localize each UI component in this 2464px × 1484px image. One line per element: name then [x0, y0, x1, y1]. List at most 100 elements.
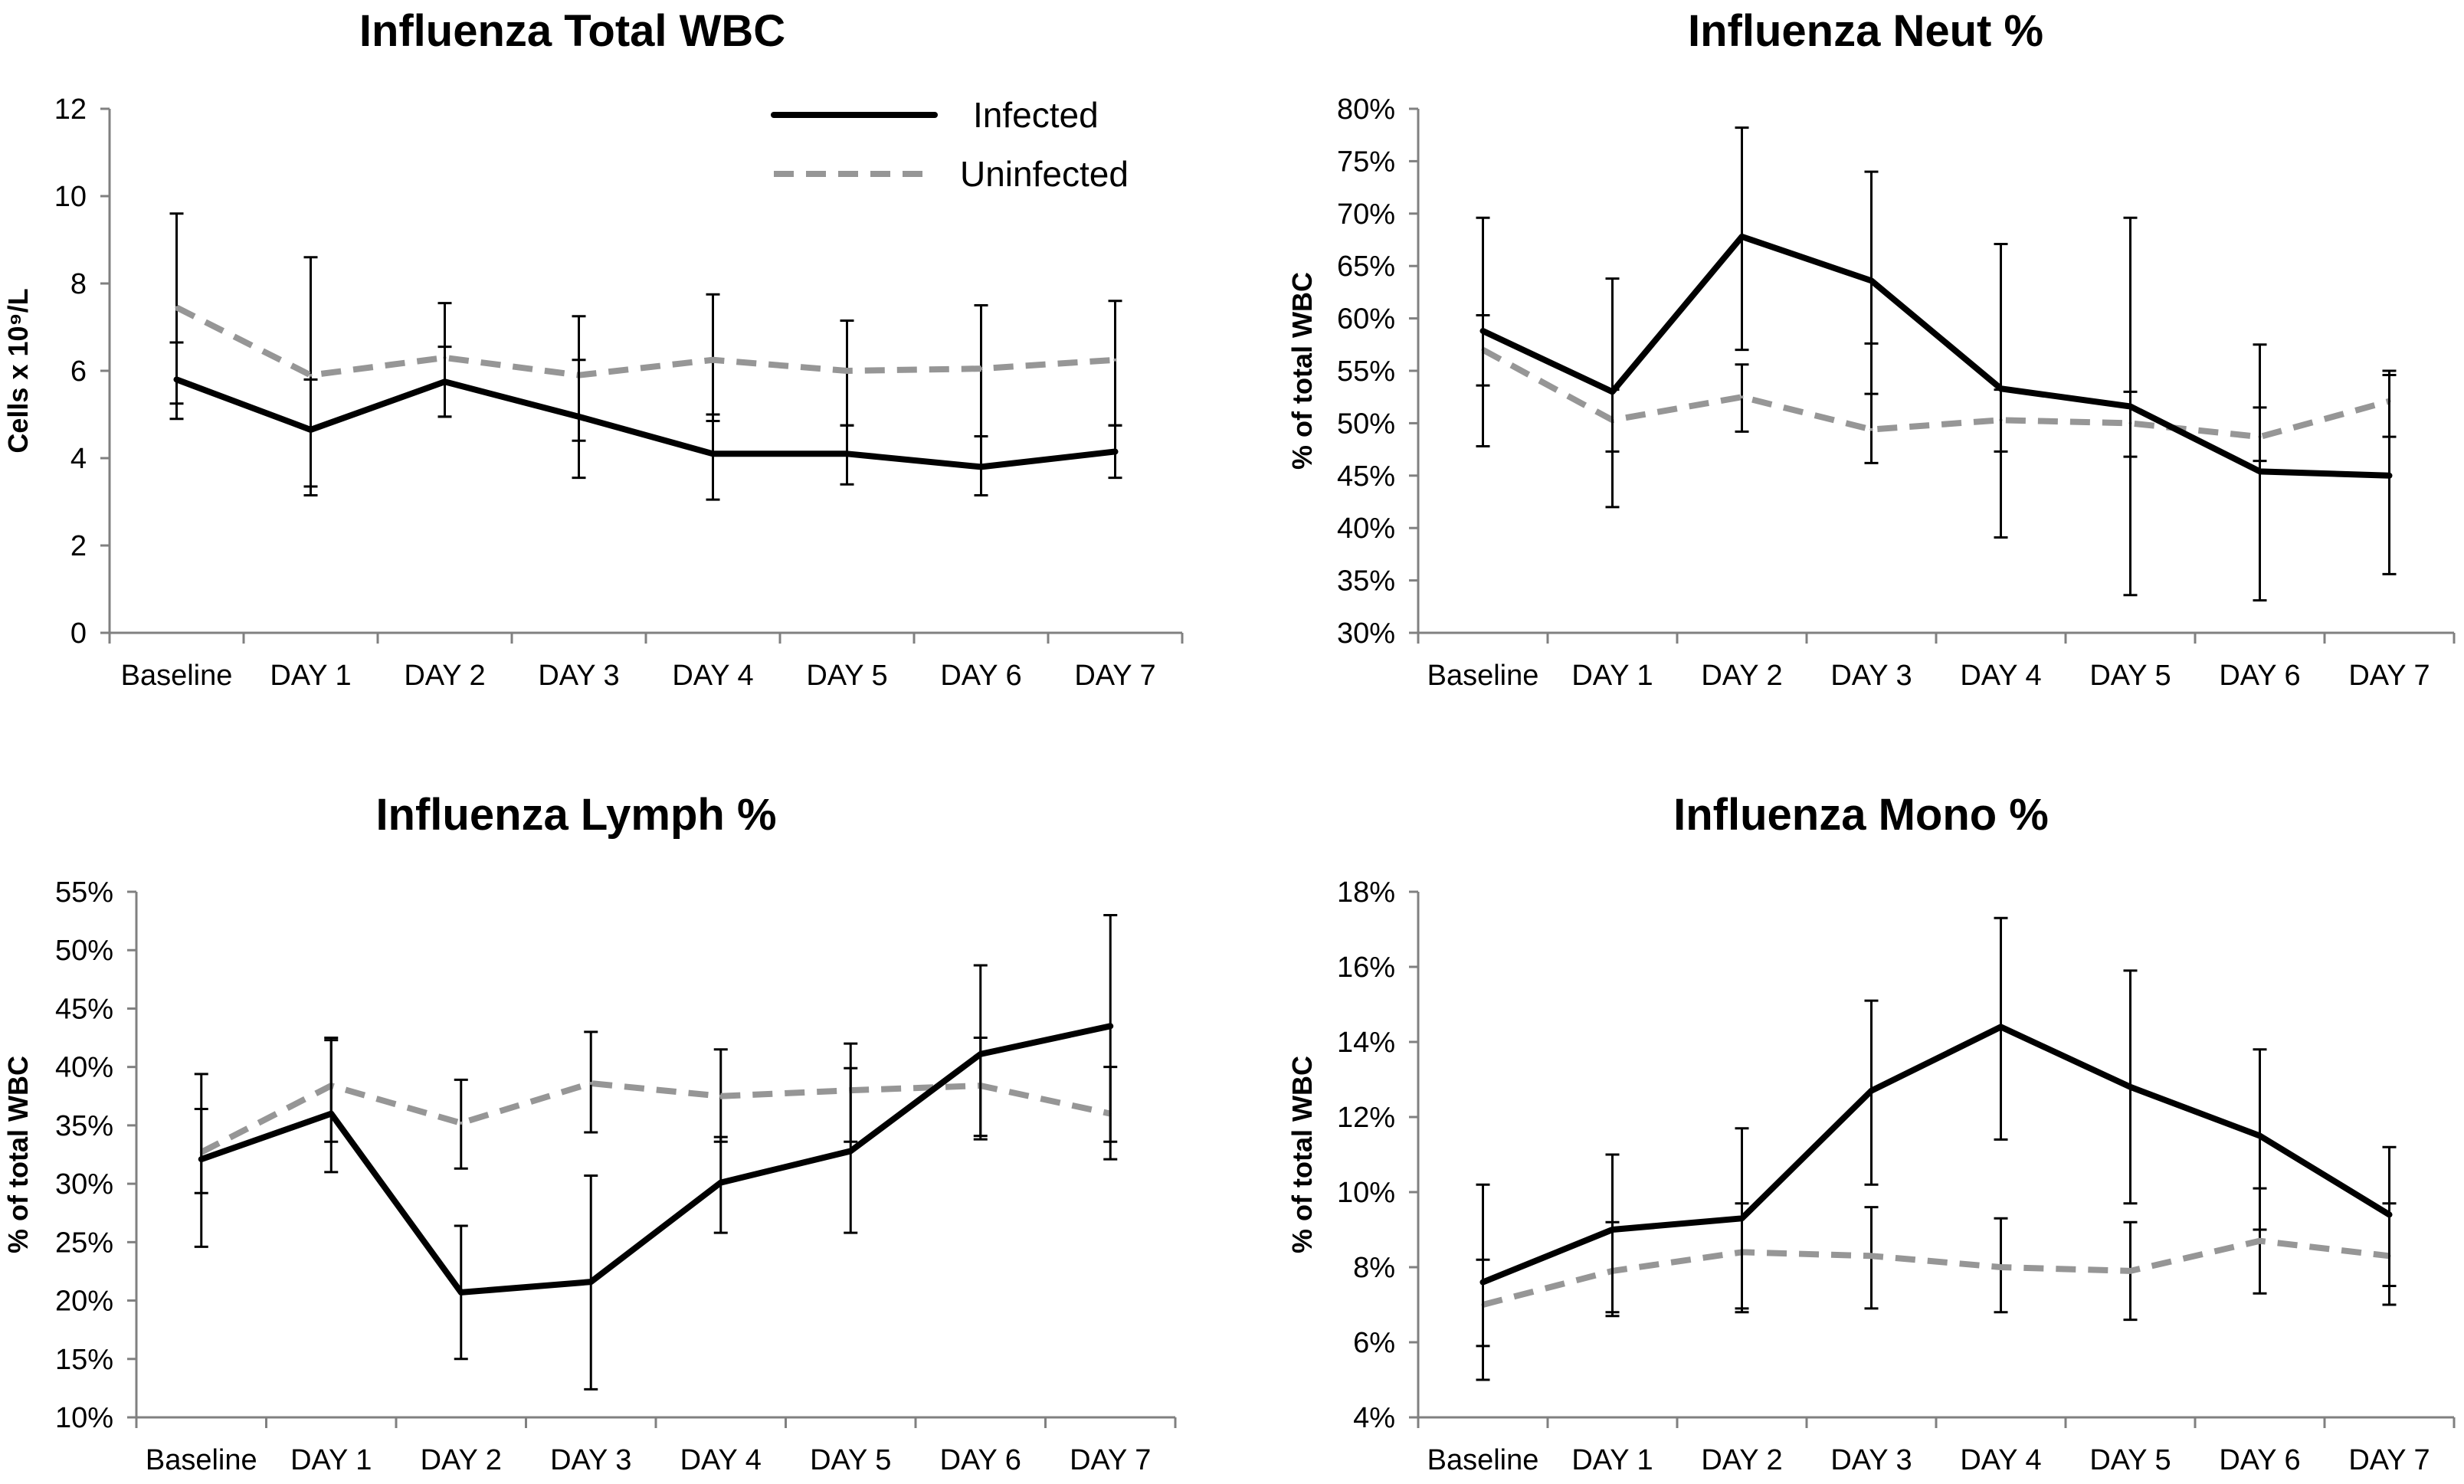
series-line-uninfected: [199, 1080, 1112, 1155]
data-point-uninfected: [2258, 1239, 2262, 1243]
x-tick-label: DAY 7: [1070, 1444, 1151, 1476]
data-point-infected: [1610, 1228, 1614, 1231]
y-tick-label: 45%: [1337, 460, 1395, 493]
data-point-infected: [2128, 1085, 2132, 1089]
y-axis-label: % of total WBC: [1286, 272, 1318, 470]
y-axis-label: % of total WBC: [2, 1056, 34, 1253]
data-point-uninfected: [979, 367, 983, 371]
x-tick-label: DAY 5: [2089, 1444, 2171, 1476]
data-point-infected: [2387, 473, 2391, 477]
chart-title: Influenza Neut %: [1688, 6, 2043, 56]
x-tick-label: DAY 1: [1571, 660, 1653, 692]
y-tick-label: 6%: [1353, 1327, 1395, 1359]
data-point-infected: [719, 1181, 722, 1184]
y-tick-label: 10%: [55, 1402, 113, 1434]
series-line-infected: [173, 376, 1119, 470]
data-point-infected: [1113, 450, 1117, 454]
data-point-infected: [1999, 1025, 2003, 1029]
x-tick-label: Baseline: [1427, 660, 1539, 692]
x-tick-label: DAY 5: [810, 1444, 891, 1476]
x-tick-label: DAY 2: [1701, 660, 1782, 692]
y-tick-label: 2: [70, 530, 87, 562]
y-tick-label: 75%: [1337, 146, 1395, 178]
data-point-infected: [1610, 390, 1614, 394]
x-tick-label: DAY 4: [1960, 1444, 2041, 1476]
x-tick-label: DAY 4: [672, 660, 753, 692]
data-point-infected: [459, 1290, 463, 1294]
y-tick-label: 60%: [1337, 303, 1395, 336]
data-point-infected: [711, 452, 715, 456]
chart-panel-3: Influenza Lymph % % of total WBC 10% 15% 20%…: [2, 790, 1177, 1476]
y-tick-label: 0: [70, 618, 87, 650]
data-point-uninfected: [2128, 1269, 2132, 1273]
y-tick-label: 12: [54, 93, 87, 126]
y-tick-label: 14%: [1337, 1027, 1395, 1059]
x-tick-label: Baseline: [121, 660, 233, 692]
chart-title: Influenza Total WBC: [359, 6, 785, 56]
legend-label-uninfected: Uninfected: [960, 154, 1129, 194]
x-tick-label: DAY 6: [940, 660, 1021, 692]
x-tick-label: DAY 6: [2219, 1444, 2300, 1476]
y-tick-label: 16%: [1337, 952, 1395, 984]
data-point-uninfected: [719, 1094, 722, 1098]
y-tick-label: 50%: [1337, 408, 1395, 440]
y-tick-label: 55%: [55, 876, 113, 909]
data-point-infected: [199, 1158, 203, 1161]
series-line-infected: [198, 1023, 1114, 1296]
y-tick-label: 10: [54, 181, 87, 213]
data-point-uninfected: [1999, 1266, 2003, 1269]
data-point-infected: [443, 380, 447, 384]
data-point-infected: [175, 378, 179, 382]
data-point-infected: [589, 1280, 593, 1284]
data-point-infected: [2258, 470, 2262, 473]
y-tick-label: 18%: [1337, 876, 1395, 909]
y-tick-label: 4: [70, 443, 87, 475]
y-tick-label: 30%: [55, 1168, 113, 1201]
series-line-infected: [1479, 1024, 2393, 1286]
data-point-uninfected: [175, 306, 179, 310]
data-point-infected: [1999, 387, 2003, 391]
y-tick-label: 80%: [1337, 93, 1395, 126]
data-point-uninfected: [1740, 395, 1744, 399]
data-point-uninfected: [309, 373, 313, 377]
y-tick-label: 25%: [55, 1227, 113, 1259]
data-point-infected: [329, 1112, 333, 1115]
x-tick-label: DAY 5: [806, 660, 887, 692]
data-point-uninfected: [845, 369, 849, 372]
y-tick-label: 8%: [1353, 1252, 1395, 1284]
y-tick-label: 40%: [1337, 513, 1395, 545]
data-point-infected: [1869, 1089, 1873, 1093]
y-tick-label: 15%: [55, 1344, 113, 1376]
y-tick-label: 12%: [1337, 1102, 1395, 1134]
data-point-uninfected: [1113, 358, 1117, 362]
data-point-infected: [577, 414, 581, 418]
y-tick-label: 10%: [1337, 1177, 1395, 1209]
data-point-infected: [309, 428, 313, 431]
data-point-infected: [1109, 1024, 1112, 1028]
error-bar-infected: [1605, 1153, 1620, 1314]
y-tick-label: 45%: [55, 993, 113, 1025]
y-tick-label: 4%: [1353, 1402, 1395, 1434]
x-tick-label: DAY 2: [1701, 1444, 1782, 1476]
y-axis-label: Cells x 10⁹/L: [2, 288, 34, 453]
x-tick-label: DAY 1: [1571, 1444, 1653, 1476]
x-tick-label: DAY 6: [2219, 660, 2300, 692]
chart-panel-2: Influenza Neut % % of total WBC 30% 35% 40% 4…: [1286, 6, 2456, 692]
data-point-infected: [845, 452, 849, 456]
x-tick-label: DAY 5: [2089, 660, 2171, 692]
data-point-uninfected: [711, 358, 715, 362]
y-tick-label: 55%: [1337, 355, 1395, 388]
data-point-infected: [2128, 405, 2132, 408]
chart-title: Influenza Lymph %: [375, 790, 776, 840]
x-tick-label: DAY 3: [1830, 660, 1912, 692]
chart-panel-1: Influenza Total WBC Cells x 10⁹/L 0 2 4 6 8 10 1…: [2, 6, 1184, 692]
y-tick-label: 35%: [1337, 565, 1395, 598]
data-point-infected: [849, 1149, 853, 1153]
x-tick-label: DAY 1: [290, 1444, 372, 1476]
x-tick-label: DAY 1: [270, 660, 351, 692]
y-axis-label: % of total WBC: [1286, 1056, 1318, 1253]
data-point-infected: [1740, 234, 1744, 238]
data-point-uninfected: [1869, 428, 1873, 431]
y-tick-label: 65%: [1337, 251, 1395, 283]
